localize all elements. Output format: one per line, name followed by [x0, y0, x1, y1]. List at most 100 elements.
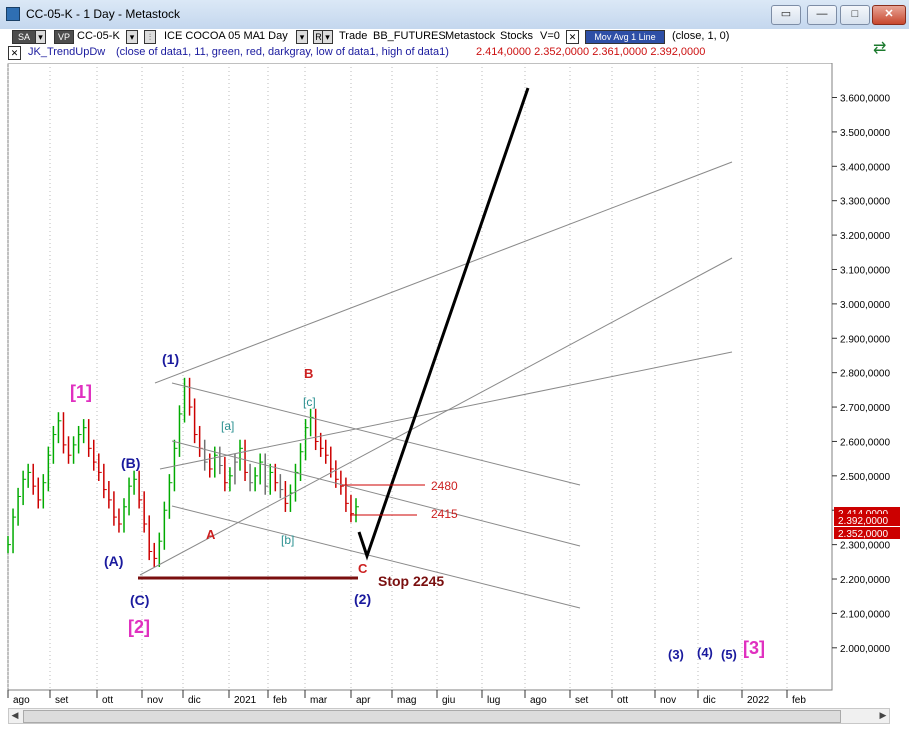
- y-tick-label: 2.800,0000: [840, 369, 890, 380]
- x-tick-label: feb: [792, 695, 806, 706]
- x-tick-label: apr: [356, 695, 371, 706]
- wave-3-pink-label: [3]: [743, 638, 765, 658]
- remove-indicator-button[interactable]: ✕: [566, 30, 579, 44]
- trend-indicator-params: (close of data1, 11, green, red, darkgra…: [116, 46, 449, 58]
- wave-b-label: (B): [121, 455, 140, 471]
- remove-trend-indicator-button[interactable]: ✕: [8, 46, 21, 60]
- y-tick-label: 3.600,0000: [840, 94, 890, 105]
- wave-3-label: (3): [668, 647, 684, 662]
- window-title: CC-05-K - 1 Day - Metastock: [26, 7, 181, 21]
- wave-c-label: (C): [130, 592, 149, 608]
- title-bar: CC-05-K - 1 Day - Metastock ▭ — □ ✕: [0, 0, 909, 30]
- x-tick-label: ago: [13, 695, 30, 706]
- y-tick-label: 3.400,0000: [840, 162, 890, 173]
- y-tick-label: 3.500,0000: [840, 128, 890, 139]
- level-2480-label: 2480: [431, 479, 458, 493]
- sa-dropdown-icon[interactable]: ▾: [35, 30, 46, 44]
- y-tick-label: 2.000,0000: [840, 644, 890, 655]
- chart-area[interactable]: 3.600,0000 3.500,0000 3.400,0000 3.300,0000…: [0, 63, 909, 731]
- minimize-button[interactable]: —: [807, 5, 837, 25]
- scrollbar-thumb[interactable]: [23, 710, 841, 723]
- chart-type-icon[interactable]: ⫶: [144, 30, 156, 44]
- wave-2-pink-label: [2]: [128, 617, 150, 637]
- trade-label: Trade: [339, 30, 368, 42]
- scroll-left-icon[interactable]: ◀: [11, 710, 19, 720]
- x-tick-label: ott: [617, 695, 628, 706]
- x-tick-label: dic: [188, 695, 201, 706]
- x-tick-label: giu: [442, 695, 455, 706]
- x-tick-label: set: [55, 695, 69, 706]
- trade-arrows-icon[interactable]: ⇄: [873, 40, 887, 57]
- y-tick-label: 3.300,0000: [840, 197, 890, 208]
- x-tick-label: ott: [102, 695, 113, 706]
- price-label: 2.392,0000: [838, 516, 888, 527]
- r-dropdown-icon[interactable]: ▾: [322, 30, 333, 44]
- app-icon: [6, 7, 20, 21]
- sub-a-label: [a]: [221, 419, 234, 433]
- corr-a-label: A: [206, 527, 216, 542]
- y-tick-label: 2.900,0000: [840, 334, 890, 345]
- x-tick-label: 2022: [747, 695, 770, 706]
- falling-channel-bottom: [171, 505, 581, 609]
- wave-a-label: (A): [104, 553, 123, 569]
- account-label: BB_FUTURES: [373, 30, 446, 42]
- sa-button[interactable]: SA: [12, 30, 36, 44]
- vp-button[interactable]: VP: [54, 30, 74, 44]
- maximize-button[interactable]: □: [840, 5, 870, 25]
- interval-dropdown-icon[interactable]: ▾: [296, 30, 308, 44]
- y-tick-label: 2.600,0000: [840, 437, 890, 448]
- symbol-dropdown-icon[interactable]: ▾: [126, 30, 138, 44]
- y-tick-label: 2.100,0000: [840, 609, 890, 620]
- interval-label: 1 Day: [259, 30, 288, 42]
- falling-channel-top: [171, 382, 581, 486]
- middle-channel-line: [159, 351, 733, 470]
- y-tick-label: 2.300,0000: [840, 541, 890, 552]
- falling-channel-mid: [171, 440, 581, 547]
- symbol-description: ICE COCOA 05 MA: [164, 30, 260, 42]
- x-tick-label: dic: [703, 695, 716, 706]
- y-tick-label: 3.000,0000: [840, 300, 890, 311]
- close-button[interactable]: ✕: [872, 5, 906, 25]
- wave-1-label: (1): [162, 351, 179, 367]
- projection-line: [357, 87, 530, 561]
- x-tick-label: feb: [273, 695, 287, 706]
- sub-b-label: [b]: [281, 533, 294, 547]
- scroll-right-icon[interactable]: ▶: [879, 710, 887, 720]
- price-label-box: [834, 514, 900, 526]
- indicator-params: (close, 1, 0): [672, 30, 730, 42]
- corr-c-label: C: [358, 561, 368, 576]
- source-label: Metastock: [445, 30, 496, 42]
- price-chart: 3.600,0000 3.500,0000 3.400,0000 3.300,0000…: [7, 63, 900, 706]
- x-tick-label: nov: [147, 695, 163, 706]
- x-tick-label: lug: [487, 695, 500, 706]
- plot-frame: [7, 63, 833, 691]
- symbol-label: CC-05-K: [77, 30, 120, 42]
- stocks-label: Stocks: [500, 30, 534, 42]
- x-tick-label: set: [575, 695, 589, 706]
- trend-indicator-name: JK_TrendUpDw: [28, 46, 106, 58]
- x-tick-label: nov: [660, 695, 676, 706]
- v-value-label: V=0: [540, 30, 560, 42]
- horizontal-scrollbar[interactable]: ◀ ▶: [8, 708, 890, 724]
- toolbar: SA ▾ VP CC-05-K ▾ ⫶ ICE COCOA 05 MA 1 Da…: [0, 29, 909, 63]
- restore-window-button[interactable]: ▭: [771, 5, 801, 25]
- indicator-button[interactable]: Mov Avg 1 Line: [585, 30, 665, 44]
- y-tick-label: 2.700,0000: [840, 403, 890, 414]
- price-label-box: [834, 527, 900, 539]
- x-tick-label: 2021: [234, 695, 257, 706]
- x-tick-label: mag: [397, 695, 416, 706]
- corr-b-label: B: [304, 366, 313, 381]
- wave-4-label: (4): [697, 645, 713, 660]
- y-tick-label: 3.100,0000: [840, 265, 890, 276]
- level-2415-label: 2415: [431, 507, 458, 521]
- x-tick-label: mar: [310, 695, 328, 706]
- trend-indicator-values: 2.414,0000 2.352,0000 2.361,0000 2.392,0…: [476, 46, 706, 58]
- y-tick-label: 3.200,0000: [840, 231, 890, 242]
- y-tick-label: 2.200,0000: [840, 575, 890, 586]
- wave-1-pink-label: [1]: [70, 382, 92, 402]
- y-tick-label: 2.500,0000: [840, 472, 890, 483]
- wave-2-label: (2): [354, 591, 371, 607]
- x-tick-label: ago: [530, 695, 547, 706]
- sub-c-label: [c]: [303, 395, 316, 409]
- price-label: 2.352,0000: [838, 529, 888, 540]
